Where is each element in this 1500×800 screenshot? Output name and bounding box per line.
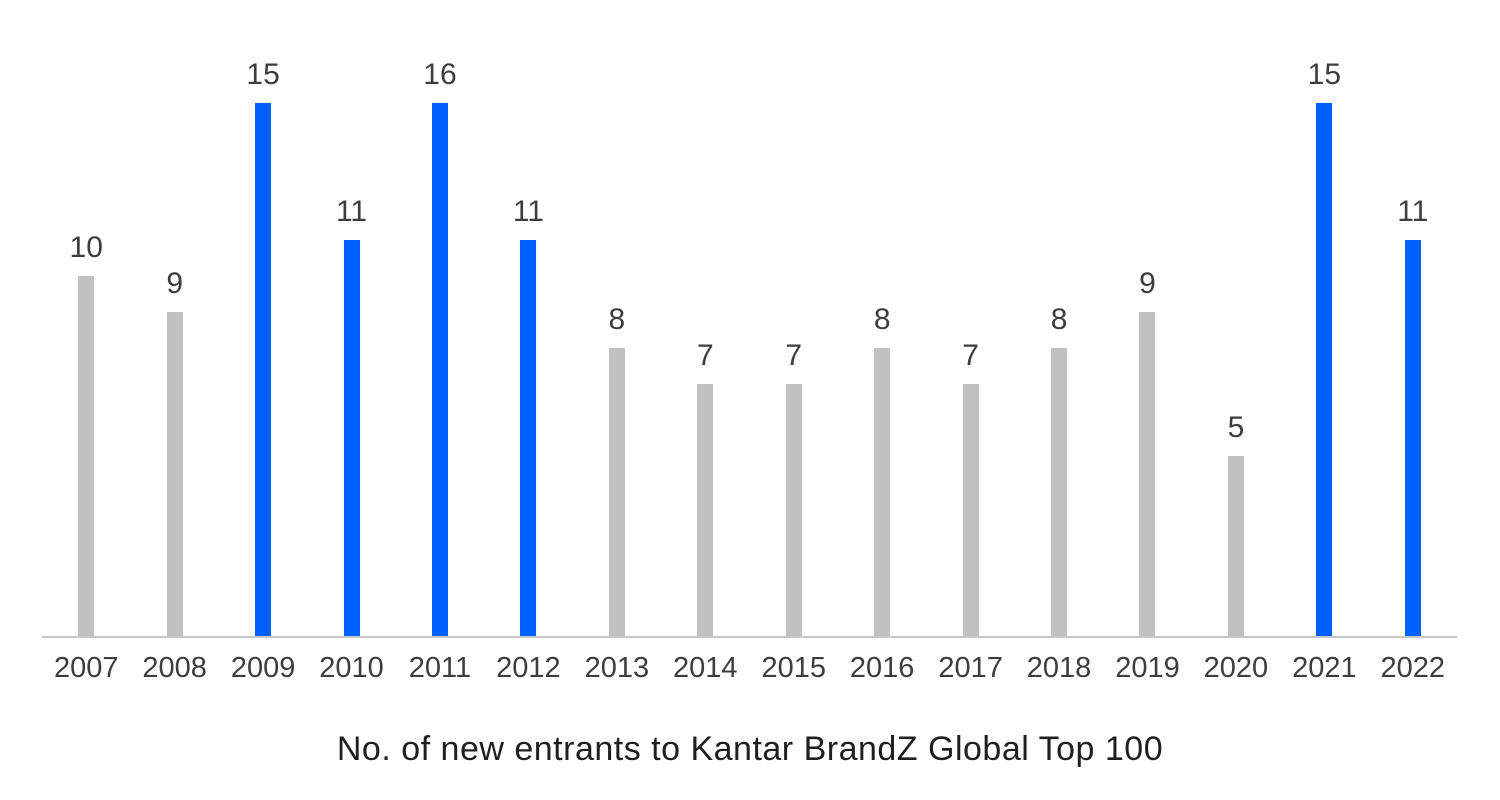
bar-value-label: 7	[696, 339, 714, 372]
x-tick-label-2022: 2022	[1380, 652, 1446, 684]
bar-value-label: 7	[962, 339, 979, 372]
bar-value-label: 9	[166, 267, 183, 300]
x-tick-label-2016: 2016	[849, 652, 915, 684]
bar-value-label: 9	[1139, 267, 1156, 300]
bar-value-label: 11	[1397, 195, 1429, 228]
x-tick-label-2021: 2021	[1292, 652, 1357, 684]
bar-column-2009: 15	[219, 60, 307, 636]
x-tick-label-2018: 2018	[1026, 652, 1092, 684]
bar-2011	[431, 103, 448, 636]
bar-column-2019: 9	[1103, 60, 1191, 636]
bar-value-label: 8	[873, 303, 891, 336]
bar-2020	[1227, 456, 1244, 636]
bar-2007	[78, 276, 95, 636]
bar-column-2016: 8	[838, 60, 926, 636]
bar-column-2011: 16	[396, 60, 484, 636]
bar-column-2021: 15	[1280, 60, 1368, 636]
bar-2014	[697, 384, 714, 636]
bar-2016	[874, 348, 891, 636]
x-tick-label-2020: 2020	[1203, 652, 1269, 684]
bar-value-label: 8	[1050, 303, 1068, 336]
bar-value-label: 5	[1227, 411, 1245, 444]
x-tick-label-2007: 2007	[53, 652, 119, 684]
bar-2018	[1051, 348, 1068, 636]
bar-2008	[166, 312, 183, 636]
bar-column-2013: 8	[573, 60, 661, 636]
x-tick-label-2011: 2011	[408, 652, 472, 684]
bar-2019	[1139, 312, 1156, 636]
bar-column-2018: 8	[1015, 60, 1103, 636]
bar-column-2017: 7	[926, 60, 1014, 636]
x-tick-label-2014: 2014	[673, 652, 738, 684]
x-tick-label-2015: 2015	[761, 652, 826, 684]
chart-area: 10 9 15 11 16 11 8 7 7 8 7 8 9 5 15 11 2007 2008 2009 2010…	[42, 60, 1457, 685]
bar-value-label: 11	[335, 195, 368, 228]
chart-title: No. of new entrants to Kantar BrandZ Glo…	[336, 730, 1164, 768]
bar-column-2014: 7	[661, 60, 749, 636]
x-tick-label-2017: 2017	[938, 652, 1003, 684]
bar-value-label: 15	[246, 58, 280, 91]
bar-column-2022: 11	[1369, 60, 1457, 636]
bar-value-label: 7	[785, 339, 803, 372]
bar-value-label: 11	[512, 195, 544, 228]
bar-2017	[962, 384, 979, 636]
bar-column-2015: 7	[750, 60, 838, 636]
bar-value-label: 15	[1307, 58, 1342, 91]
bar-2021	[1316, 103, 1333, 636]
bar-2015	[785, 384, 802, 636]
x-tick-label-2010: 2010	[319, 652, 384, 684]
x-axis-labels: 2007 2008 2009 2010 2011 2012 2013 2014 2015 2016…	[42, 652, 1457, 685]
bar-2013	[608, 348, 625, 636]
x-tick-label-2012: 2012	[496, 652, 561, 684]
x-tick-label-2008: 2008	[142, 652, 207, 684]
bar-column-2007: 10	[42, 60, 130, 636]
bar-2012	[520, 240, 537, 636]
bar-value-label: 8	[608, 303, 626, 336]
bar-column-2010: 11	[307, 60, 395, 636]
plot-area: 10 9 15 11 16 11 8 7 7 8 7 8 9 5 15 11	[42, 60, 1457, 638]
bar-value-label: 10	[69, 231, 103, 264]
bar-2022	[1404, 240, 1421, 636]
x-tick-label-2009: 2009	[230, 652, 296, 684]
bar-2009	[255, 103, 272, 636]
bar-column-2008: 9	[130, 60, 218, 636]
bar-2010	[343, 240, 360, 636]
bar-column-2020: 5	[1192, 60, 1280, 636]
bar-value-label: 16	[423, 58, 457, 91]
x-tick-label-2019: 2019	[1115, 652, 1180, 684]
bar-column-2012: 11	[484, 60, 572, 636]
x-tick-label-2013: 2013	[584, 652, 650, 684]
